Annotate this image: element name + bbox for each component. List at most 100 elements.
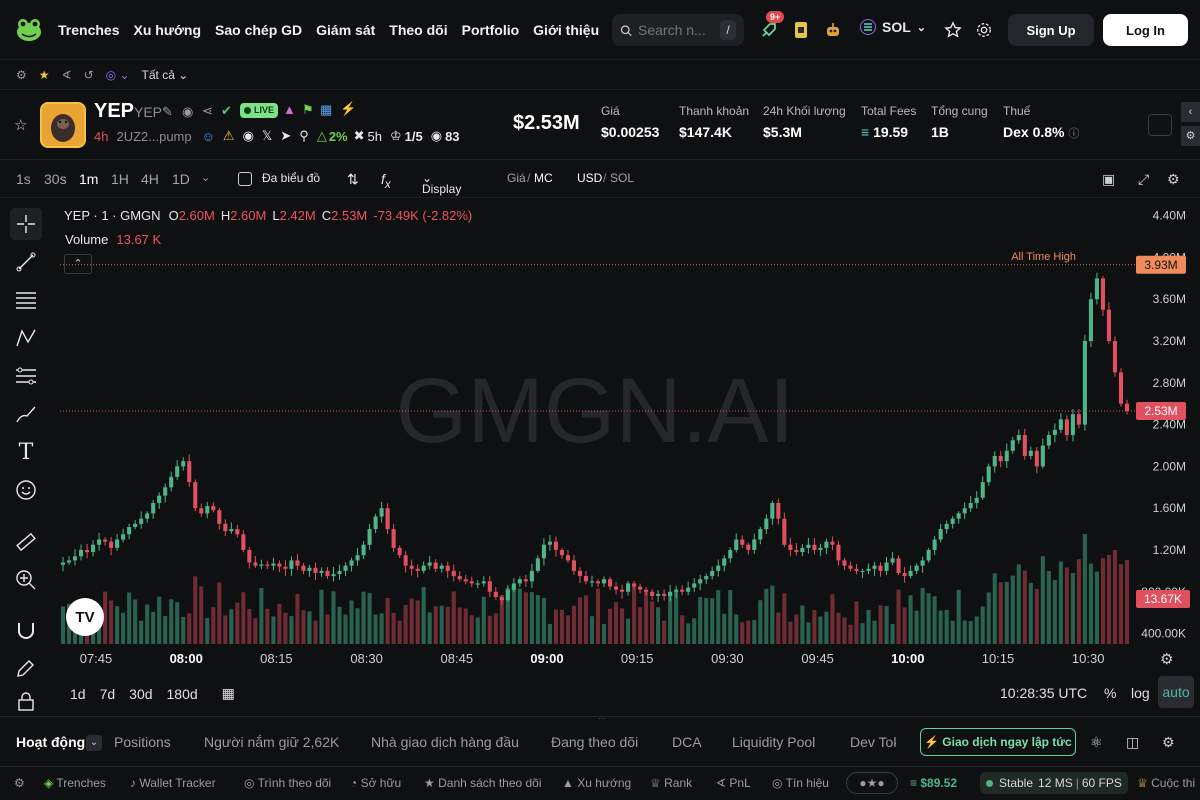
tab-top-traders[interactable]: Nhà giao dịch hàng đầu — [371, 734, 519, 750]
share-icon[interactable]: ⋖ — [202, 103, 213, 118]
search-input[interactable] — [638, 22, 716, 38]
range-7d[interactable]: 7d — [99, 685, 116, 702]
solana-filter-icon[interactable]: ◎ ⌄ — [105, 67, 130, 82]
search-token-icon[interactable]: ⚲ — [299, 128, 309, 143]
footer-settings-icon[interactable]: ⚙ — [14, 776, 25, 790]
nav-copy-trade[interactable]: Sao chép GD — [215, 21, 303, 38]
chain-selector[interactable]: SOL ⌄ — [860, 19, 926, 35]
chevron-down-icon[interactable]: ⌄ — [201, 172, 211, 184]
projection-tool-icon[interactable] — [10, 360, 42, 392]
tab-activity[interactable]: Hoạt động — [16, 734, 86, 750]
globe-icon[interactable]: ◉ — [182, 104, 194, 119]
footer-rank[interactable]: ♕ Rank — [650, 776, 692, 790]
utc-clock[interactable]: 10:28:35 UTC — [1000, 685, 1088, 701]
nav-referral[interactable]: Giới thiệu — [533, 21, 600, 38]
mc-toggle[interactable]: MC — [534, 171, 553, 185]
tab-dev-tokens[interactable]: Dev Tok — [850, 734, 896, 750]
chart-settings-icon[interactable]: ⚙ — [1167, 171, 1180, 187]
nav-trending[interactable]: Xu hướng — [133, 21, 202, 38]
footer-watchlist[interactable]: ★ Danh sách theo dõi — [424, 776, 542, 790]
calendar-icon[interactable]: ▦ — [221, 685, 235, 701]
rocket-icon[interactable] — [758, 19, 780, 41]
percent-toggle[interactable]: % — [1104, 685, 1117, 701]
panel-toggle-icon[interactable] — [1148, 114, 1172, 136]
history-icon[interactable]: ↺ — [83, 67, 94, 82]
quick-icons-pill[interactable]: ●★● — [846, 772, 898, 794]
trend-line-tool-icon[interactable] — [10, 246, 42, 278]
nav-monitor[interactable]: Giám sát — [316, 21, 376, 38]
pattern-tool-icon[interactable] — [10, 322, 42, 354]
tab-positions[interactable]: Positions — [114, 734, 171, 750]
lock-pencil-icon[interactable] — [10, 652, 42, 684]
tab-holders[interactable]: Người nắm giữ 2,62K — [204, 734, 340, 750]
interval-1s[interactable]: 1s — [16, 171, 31, 187]
footer-signals[interactable]: ◎ Tín hiệu — [772, 776, 829, 790]
lock-icon[interactable] — [10, 690, 42, 712]
collapse-legend-button[interactable]: ⌃ — [64, 254, 92, 274]
log-toggle[interactable]: log — [1131, 685, 1150, 701]
multi-chart-checkbox[interactable] — [238, 172, 252, 186]
price-toggle[interactable]: Giá — [507, 171, 526, 185]
crosshair-tool-icon[interactable] — [10, 208, 42, 240]
range-1d[interactable]: 1d — [70, 685, 86, 702]
price-chart[interactable]: GMGN.AI4.40M4.00M3.60M3.20M2.80M2.40M2.0… — [55, 200, 1200, 676]
ruler-tool-icon[interactable] — [10, 526, 42, 558]
footer-tracker[interactable]: ◎ Trình theo dõi — [244, 776, 331, 790]
tab-following[interactable]: Đang theo dõi — [551, 734, 639, 750]
log-in-button[interactable]: Log In — [1103, 14, 1188, 46]
collapse-left-icon[interactable]: ‹ — [1181, 102, 1200, 122]
token-address[interactable]: 2UZ2...pump — [116, 128, 192, 144]
zoom-in-icon[interactable] — [10, 564, 42, 596]
tradingview-logo-icon[interactable]: TV — [66, 598, 104, 636]
web-icon[interactable]: ◉ — [242, 128, 254, 143]
footer-holdings[interactable]: ◔ Sở hữu — [350, 776, 401, 790]
brush-tool-icon[interactable] — [10, 398, 42, 430]
interval-4h[interactable]: 4H — [141, 171, 159, 187]
star-icon[interactable] — [942, 19, 964, 41]
footer-trending[interactable]: ▲ Xu hướng — [562, 776, 631, 790]
layout-icon[interactable]: ◫ — [1126, 734, 1140, 750]
robot-icon[interactable] — [822, 19, 844, 41]
indicators-fx-icon[interactable]: fx — [381, 171, 391, 191]
auto-scale-toggle[interactable]: auto — [1158, 676, 1194, 708]
interval-1h[interactable]: 1H — [111, 171, 129, 187]
settings-gear-icon[interactable] — [973, 19, 995, 41]
emoji-tool-icon[interactable] — [10, 474, 42, 506]
nodes-icon[interactable]: ⚛ — [1090, 734, 1103, 750]
settings-gear-icon[interactable]: ⚙ — [16, 67, 27, 82]
tablet-icon[interactable] — [790, 19, 812, 41]
interval-1m[interactable]: 1m — [79, 171, 99, 187]
chart-line-icon[interactable]: ∢ — [61, 67, 72, 82]
nav-follow[interactable]: Theo dõi — [389, 21, 448, 38]
candle-type-icon[interactable]: ⇅ — [347, 171, 359, 187]
nav-portfolio[interactable]: Portfolio — [461, 21, 520, 38]
gmgn-frog-logo-icon[interactable] — [14, 15, 44, 45]
telegram-icon[interactable]: ➤ — [280, 128, 292, 143]
range-30d[interactable]: 30d — [129, 685, 153, 702]
sign-up-button[interactable]: Sign Up — [1008, 14, 1094, 46]
fib-tool-icon[interactable] — [10, 284, 42, 316]
magnet-icon[interactable] — [10, 614, 42, 646]
usd-toggle[interactable]: USD — [577, 171, 603, 185]
footer-contest[interactable]: ♕ Cuộc thi — [1137, 776, 1195, 790]
sol-toggle[interactable]: SOL — [610, 171, 635, 185]
camera-icon[interactable]: ▣ — [1102, 171, 1116, 187]
connection-status[interactable]: Stable 12 MS | 60 FPS — [980, 772, 1128, 794]
search-box[interactable]: / — [612, 14, 744, 46]
interval-1d[interactable]: 1D — [172, 171, 190, 187]
x-twitter-icon[interactable]: 𝕏 — [261, 128, 273, 143]
footer-pnl[interactable]: ∢ PnL — [716, 776, 751, 790]
footer-trenches[interactable]: ◈ Trenches — [44, 776, 106, 790]
nav-trenches[interactable]: Trenches — [58, 21, 120, 38]
settings-small-icon[interactable]: ⚙ — [1181, 126, 1200, 146]
text-tool-icon[interactable]: T — [18, 439, 34, 465]
chevron-down-icon[interactable]: ⌄ — [86, 735, 102, 751]
info-icon[interactable]: ⓘ — [1068, 128, 1080, 140]
tabs-settings-icon[interactable]: ⚙ — [1162, 734, 1175, 750]
footer-wallet-tracker[interactable]: ♪ Wallet Tracker — [130, 776, 216, 790]
edit-icon[interactable]: ✎ — [162, 104, 173, 119]
instant-trade-button[interactable]: ⚡ Giao dịch ngay lập tức — [920, 728, 1076, 756]
resize-handle-icon[interactable]: ⋯ — [598, 714, 606, 723]
tab-dca[interactable]: DCA — [672, 734, 702, 750]
display-dropdown[interactable]: Display ⌄ — [422, 171, 462, 196]
